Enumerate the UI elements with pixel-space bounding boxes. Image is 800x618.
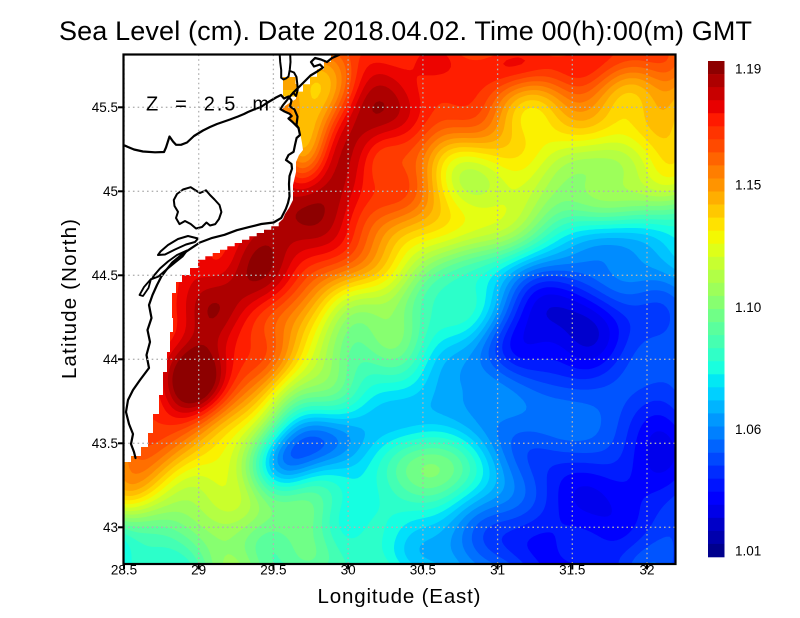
- svg-text:1.10: 1.10: [735, 300, 761, 315]
- svg-text:Z = 2.5 m: Z = 2.5 m: [146, 94, 269, 116]
- svg-text:29: 29: [191, 563, 206, 578]
- svg-text:45.5: 45.5: [92, 100, 118, 115]
- svg-text:1.15: 1.15: [735, 178, 761, 193]
- svg-text:1.19: 1.19: [735, 62, 761, 77]
- svg-text:43.5: 43.5: [92, 436, 118, 451]
- svg-text:Latitude (North): Latitude (North): [58, 219, 81, 379]
- svg-text:44.5: 44.5: [92, 268, 118, 283]
- svg-text:Longitude (East): Longitude (East): [318, 585, 481, 608]
- svg-text:43: 43: [103, 520, 118, 535]
- svg-text:29.5: 29.5: [260, 563, 286, 578]
- svg-text:1.06: 1.06: [735, 422, 761, 437]
- svg-text:30: 30: [341, 563, 356, 578]
- svg-text:1.01: 1.01: [735, 544, 761, 559]
- svg-text:31.5: 31.5: [559, 563, 585, 578]
- svg-text:28.5: 28.5: [111, 563, 137, 578]
- svg-text:30.5: 30.5: [410, 563, 436, 578]
- svg-text:31: 31: [490, 563, 505, 578]
- svg-text:45: 45: [103, 184, 118, 199]
- svg-text:Sea Level (cm). Date 2018.04.0: Sea Level (cm). Date 2018.04.02. Time 00…: [59, 16, 753, 46]
- svg-text:32: 32: [639, 563, 654, 578]
- svg-text:44: 44: [103, 352, 119, 367]
